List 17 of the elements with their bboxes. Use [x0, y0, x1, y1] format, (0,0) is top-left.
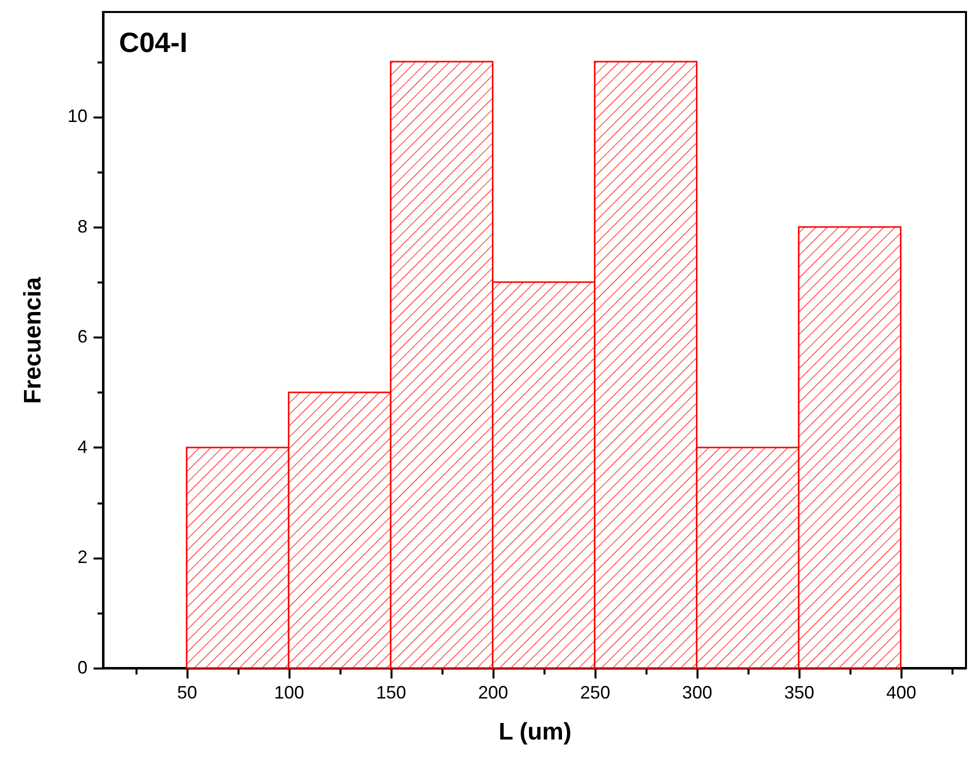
y-tick-label: 8 — [77, 216, 88, 236]
y-tick-label: 2 — [77, 547, 88, 568]
x-tick-label: 200 — [478, 682, 508, 702]
y-tick-label: 0 — [77, 658, 88, 678]
x-tick-label: 400 — [886, 682, 916, 702]
annotation: C04-I — [119, 27, 188, 58]
x-tick-label: 50 — [177, 682, 198, 702]
y-tick-label: 4 — [77, 436, 88, 457]
x-tick-label: 150 — [376, 682, 406, 702]
x-tick-label: 250 — [580, 682, 610, 702]
y-axis-title: Frecuencia — [19, 276, 46, 404]
x-tick-label: 100 — [274, 682, 304, 702]
x-tick-label: 350 — [784, 682, 814, 702]
x-axis-title: L (um) — [498, 718, 572, 746]
y-tick-label: 6 — [77, 326, 88, 347]
y-tick-label: 10 — [67, 106, 88, 126]
x-tick-label: 300 — [682, 682, 712, 702]
